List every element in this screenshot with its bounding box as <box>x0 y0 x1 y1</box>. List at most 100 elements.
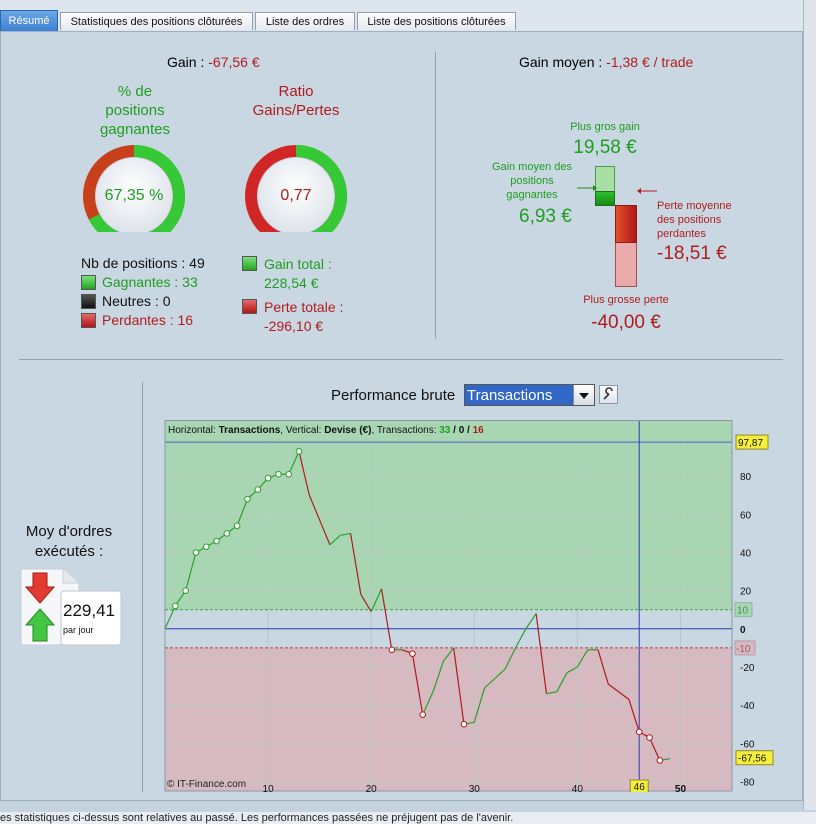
tab-resume[interactable]: Résumé <box>0 10 58 32</box>
cursor-badge <box>629 779 649 792</box>
series-segment <box>484 677 496 689</box>
tab-bar: Résumé Statistiques des positions clôtur… <box>0 0 816 32</box>
ratio-donut <box>245 145 347 232</box>
series-segment <box>164 605 176 630</box>
gain-moyen-label: Gain moyen : <box>519 54 603 70</box>
gagnantes-count: Gagnantes : 33 <box>102 274 198 290</box>
band-lower-badge <box>734 640 756 656</box>
series-point <box>409 650 416 657</box>
series-segment <box>298 451 310 496</box>
x-tick-label: 20 <box>366 784 378 792</box>
plus-grosse-perte-value: -40,00 € <box>591 312 661 333</box>
y-tick-label: 20 <box>740 587 752 598</box>
gain-bar-avg <box>595 191 615 206</box>
series-point <box>213 537 220 545</box>
y-tick-label: -20 <box>740 663 755 674</box>
tab-liste-positions[interactable]: Liste des positions clôturées <box>357 12 516 30</box>
chart-header-part: Horizontal: <box>168 425 219 436</box>
chart-header-part: 0 <box>459 425 465 436</box>
gain-total: Gain total : 228,54 € <box>264 255 332 293</box>
x-tick-label: 40 <box>572 784 584 792</box>
tab-statistiques-positions[interactable]: Statistiques des positions clôturées <box>60 12 253 30</box>
series-segment <box>566 666 578 674</box>
pct-donut-win-arc <box>88 145 185 232</box>
series-segment <box>597 649 609 685</box>
series-point <box>233 522 241 530</box>
series-segment <box>432 661 444 692</box>
loss-bar-avg <box>615 205 637 243</box>
chart-header-part: , Transactions: <box>371 425 439 436</box>
top-value-label: 97,87 <box>738 438 763 449</box>
series-point <box>285 470 293 478</box>
down-arrow-icon <box>24 572 56 604</box>
perte-totale: Perte totale : -296,10 € <box>264 298 343 336</box>
ratio-donut-win-arc <box>295 145 347 232</box>
nb-positions: Nb de positions : 49 <box>81 255 205 271</box>
disclaimer-footer: es statistiques ci-dessus sont relatives… <box>0 812 816 824</box>
perte-totale-value: -296,10 € <box>264 318 324 334</box>
y-tick-label: -80 <box>740 777 755 788</box>
chevron-down-icon[interactable] <box>573 385 594 405</box>
series-point <box>656 757 664 764</box>
series-point <box>275 470 282 478</box>
series-segment <box>504 647 517 670</box>
series-segment <box>607 683 619 693</box>
series-point <box>460 720 468 728</box>
top-value-badge <box>735 434 769 450</box>
chart-header-part: 16 <box>473 425 485 436</box>
performance-select[interactable]: Transactions <box>464 384 595 406</box>
watermark-text: © IT-Finance.com <box>167 779 246 790</box>
donut-charts <box>83 145 347 232</box>
chart-header-part: / <box>464 425 472 436</box>
gain-moyen-positions-label: Gain moyen des positions gagnantes <box>487 160 577 202</box>
band-upper-badge <box>734 602 753 618</box>
series-point <box>192 549 200 556</box>
neutres-swatch <box>81 294 96 309</box>
band-lower-label: -10 <box>736 644 751 655</box>
gain-moyen-heading: Gain moyen : -1,38 € / trade <box>519 54 693 70</box>
gain-label: Gain : <box>167 54 205 70</box>
chart-header-text: Horizontal: Transactions, Vertical: Devi… <box>168 425 484 436</box>
orders-label-line2: exécutés : <box>34 543 104 560</box>
series-point <box>388 646 396 654</box>
series-point <box>295 448 303 455</box>
chart-header-part: Transactions <box>219 425 281 436</box>
series-segment <box>618 691 630 700</box>
x-tick-label: 30 <box>469 784 481 792</box>
orders-label-line1: Moy d'ordres <box>25 523 113 540</box>
plus-gros-gain-value: 19,58 € <box>573 137 637 158</box>
y-tick-label: -40 <box>740 701 755 712</box>
vertical-scrollbar[interactable] <box>803 0 816 810</box>
performance-select-value: Transactions <box>467 387 553 404</box>
pct-title-line1: % de <box>117 83 153 100</box>
series-segment <box>628 699 640 733</box>
summary-panel: Gain : -67,56 € % de positions gagnantes… <box>0 31 803 801</box>
series-point <box>264 474 272 482</box>
series-point <box>646 734 653 741</box>
perte-totale-label: Perte totale : <box>264 299 344 315</box>
series-segment <box>340 532 351 536</box>
tab-liste-ordres[interactable]: Liste des ordres <box>255 12 355 30</box>
series-segment <box>319 519 331 546</box>
series-segment <box>494 668 506 679</box>
left-divider <box>142 382 143 792</box>
gain-heading: Gain : -67,56 € <box>167 54 260 70</box>
orders-value: 229,41 <box>63 601 115 620</box>
series-segment <box>411 653 424 715</box>
chart-header-part: Devise (€) <box>324 425 371 436</box>
last-value-badge <box>735 750 774 766</box>
wrench-icon[interactable] <box>599 385 618 404</box>
perdantes-swatch <box>81 313 96 328</box>
horizontal-divider <box>19 359 783 360</box>
y-tick-label: 60 <box>740 510 752 521</box>
gain-moyen-positions-value: 6,93 € <box>519 206 572 227</box>
orders-label: Moy d'ordres exécutés : <box>11 522 127 562</box>
series-point <box>635 728 643 736</box>
pm-line1: Perte moyenne <box>657 200 732 212</box>
neutres-count: Neutres : 0 <box>102 293 171 309</box>
gain-value: -67,56 € <box>208 54 260 70</box>
loss-zone <box>165 647 732 791</box>
series-segment <box>329 534 341 546</box>
plus-gros-gain-label: Plus gros gain <box>570 121 640 133</box>
x-tick-label: 50 <box>675 784 687 792</box>
